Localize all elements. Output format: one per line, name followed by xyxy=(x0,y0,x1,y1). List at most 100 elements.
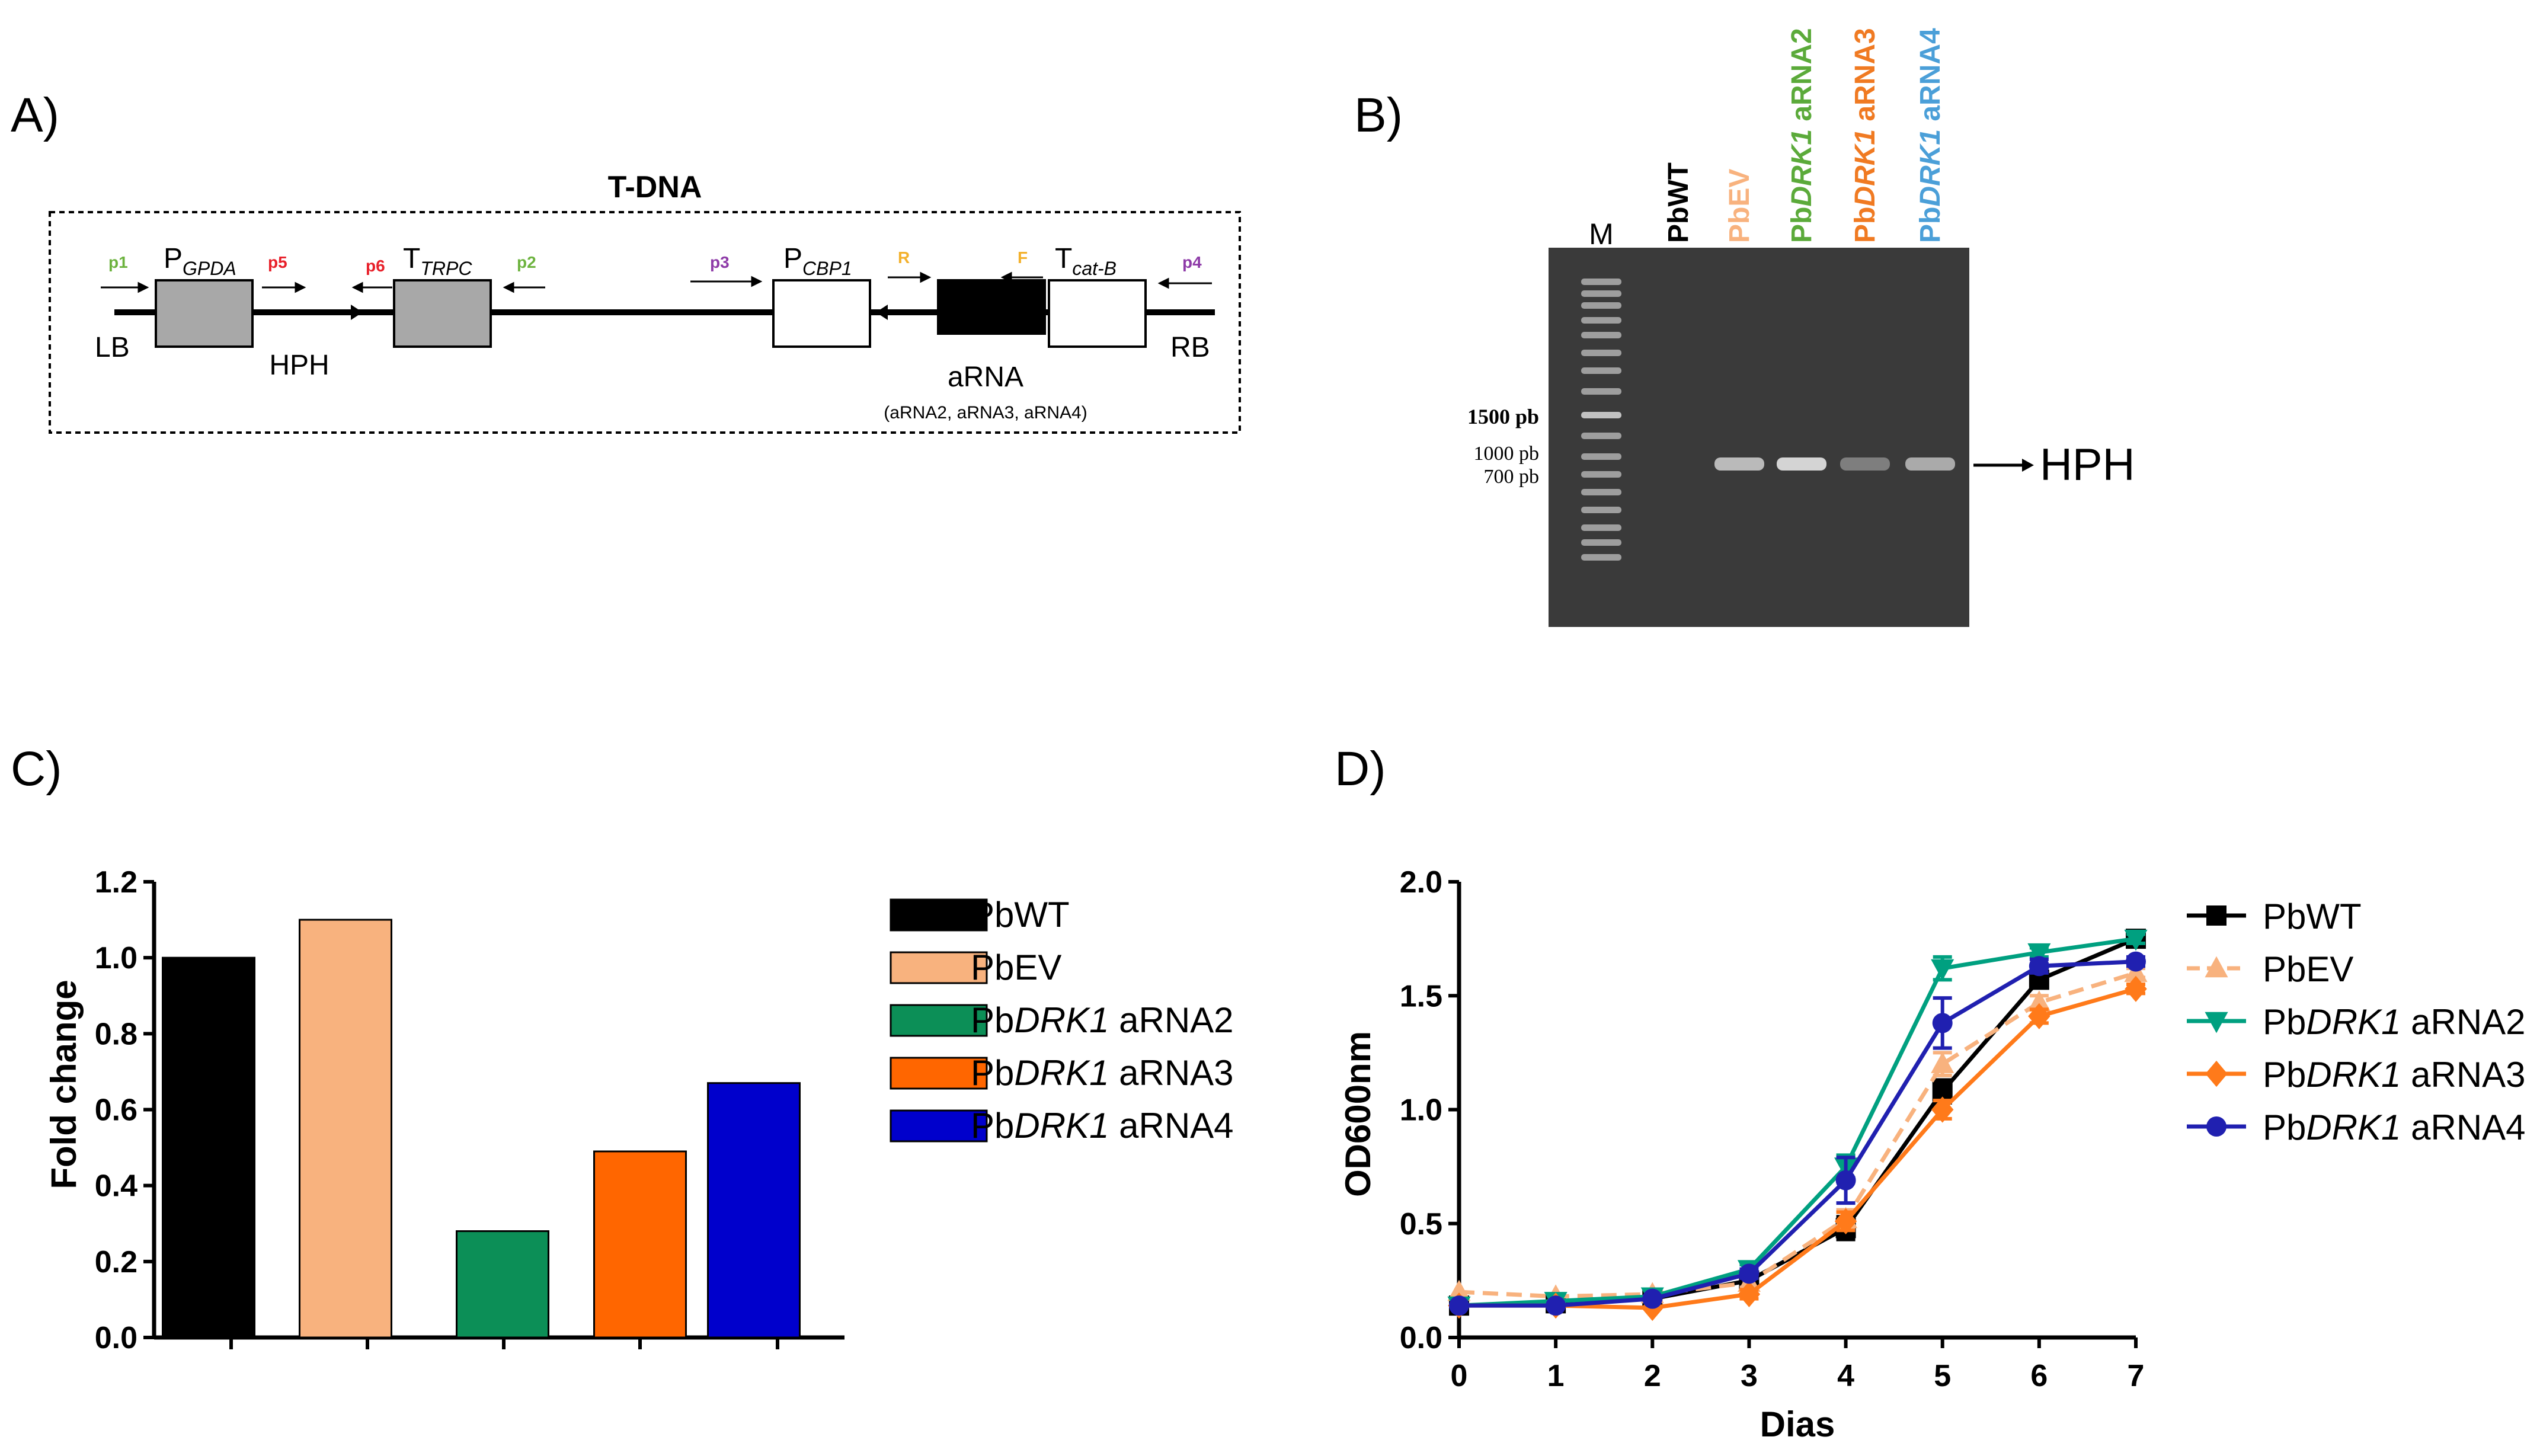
data-point xyxy=(2027,990,2051,1012)
label-ital: DRK1 xyxy=(1915,129,1946,207)
y-tick-label: 0.4 xyxy=(95,1169,137,1204)
direction-arrow-left xyxy=(876,305,888,320)
bar xyxy=(299,919,392,1339)
data-point xyxy=(2205,956,2228,978)
label-ital: DRK1 xyxy=(1014,1106,1109,1145)
data-point xyxy=(2124,929,2148,951)
label-pre: Pb xyxy=(971,1000,1014,1040)
gel-lane-label: PbEV xyxy=(1724,169,1755,243)
bar xyxy=(162,956,255,1339)
tdna-frame xyxy=(49,211,1241,434)
series-4 xyxy=(1449,951,2146,1316)
label-pre: Pb xyxy=(2263,1055,2306,1095)
pcbp1-label: PCBP1 xyxy=(783,243,852,279)
arna-box xyxy=(937,279,1046,335)
pgpda-main: P xyxy=(164,243,183,274)
ladder-band xyxy=(1581,539,1621,546)
data-point xyxy=(1739,1263,1760,1284)
data-point xyxy=(2125,975,2147,1002)
label-pre: PbEV xyxy=(1724,169,1755,243)
ladder-band xyxy=(1581,279,1621,285)
bar-chart-bars xyxy=(162,919,801,1339)
y-tick-label: 0.8 xyxy=(95,1017,137,1051)
label-pre: PbWT xyxy=(1663,162,1694,243)
label-ital: DRK1 xyxy=(2306,1002,2401,1042)
panel-label-c: C) xyxy=(11,742,62,796)
rb-label: RB xyxy=(1170,332,1210,363)
data-point xyxy=(1931,1052,1954,1073)
ladder-band xyxy=(1581,317,1621,324)
arna-note: (aRNA2, aRNA3, aRNA4) xyxy=(884,403,1087,423)
legend-label: PbEV xyxy=(2263,949,2353,989)
primers: p1 p5 p6 p2 p3 R F p4 xyxy=(108,248,1202,275)
data-point xyxy=(1932,1013,1953,1033)
label-post: aRNA2 xyxy=(2401,1002,2525,1042)
primer-p6-label: p6 xyxy=(366,257,385,275)
legend-label: PbDRK1 aRNA4 xyxy=(971,1106,1234,1145)
data-point xyxy=(2205,1060,2228,1087)
y-tick-label: 1.0 xyxy=(95,941,137,975)
bar xyxy=(593,1150,687,1339)
data-point xyxy=(1447,1279,1471,1301)
pgpda-sub: GPDA xyxy=(183,258,236,279)
y-tick-label: 1.0 xyxy=(1400,1093,1442,1128)
label-pre: Pb xyxy=(971,1053,1014,1093)
pcbp1-main: P xyxy=(783,243,802,274)
size-1500: 1500 pb xyxy=(1467,405,1539,428)
gel-lane-label: PbWT xyxy=(1663,162,1694,243)
ttrpc-sub: TRPC xyxy=(420,258,472,279)
ladder-band xyxy=(1581,524,1621,531)
tdna-title: T-DNA xyxy=(608,170,702,204)
data-point xyxy=(1931,1096,1954,1123)
bar xyxy=(707,1082,801,1339)
label-pre: Pb xyxy=(2263,1002,2306,1042)
bar-chart: 0.0 0.2 0.4 0.6 0.8 1.0 1.2 Fold change PbWT Pb… xyxy=(44,865,1234,1355)
y-tick-label: 0.5 xyxy=(1400,1207,1442,1241)
data-point xyxy=(1931,959,1954,981)
line-chart-xlabel: Dias xyxy=(1760,1404,1835,1444)
gel-band xyxy=(1840,457,1890,471)
data-point xyxy=(2205,1012,2228,1033)
line-chart-ylabel: OD600nm xyxy=(1338,1031,1378,1197)
pgpda-box xyxy=(155,279,254,348)
primer-f-label: F xyxy=(1018,248,1028,267)
label-post: aRNA3 xyxy=(1109,1053,1233,1093)
label-post: aRNA4 xyxy=(1915,28,1946,129)
hph-band-arrowhead xyxy=(2022,459,2034,472)
legend-label: PbDRK1 aRNA4 xyxy=(2263,1108,2526,1147)
primer-p2-label: p2 xyxy=(517,253,536,271)
tcatb-sub: cat-B xyxy=(1072,258,1117,279)
legend-swatch xyxy=(890,1109,988,1143)
label-pre: Pb xyxy=(1786,207,1818,243)
label-post: aRNA3 xyxy=(1850,28,1881,129)
x-tick-label: 6 xyxy=(2030,1359,2048,1393)
label-ital: DRK1 xyxy=(1786,129,1818,207)
x-tick-label: 5 xyxy=(1934,1359,1951,1393)
ladder-band xyxy=(1581,332,1621,338)
data-point xyxy=(2029,956,2049,977)
label-ital: DRK1 xyxy=(1850,129,1881,207)
legend-swatch xyxy=(890,898,988,932)
data-point xyxy=(1834,1208,1857,1235)
series-line xyxy=(1458,936,2136,1308)
label-pre: Pb xyxy=(2263,1108,2306,1147)
data-point xyxy=(1449,1295,1469,1316)
ladder-band xyxy=(1581,554,1621,561)
primer-arrows xyxy=(101,271,1212,293)
ladder-band xyxy=(1581,433,1621,439)
x-tick-label: 4 xyxy=(1837,1359,1854,1393)
label-ital: DRK1 xyxy=(1014,1053,1109,1093)
x-tick-label: 2 xyxy=(1644,1359,1661,1393)
data-point xyxy=(2206,1116,2227,1137)
marker-label: M xyxy=(1589,217,1614,251)
tdna-diagram: T-DNA LB RB HPH aRNA (aRNA2, aRNA3, aRNA… xyxy=(49,170,1241,434)
ladder-band xyxy=(1581,367,1621,374)
gel-lane-label: PbDRK1 aRNA3 xyxy=(1850,28,1881,243)
label-post: aRNA2 xyxy=(1786,28,1818,129)
label-pre: Pb xyxy=(1850,207,1881,243)
hph-label: HPH xyxy=(269,350,329,381)
ladder-band xyxy=(1581,471,1621,478)
